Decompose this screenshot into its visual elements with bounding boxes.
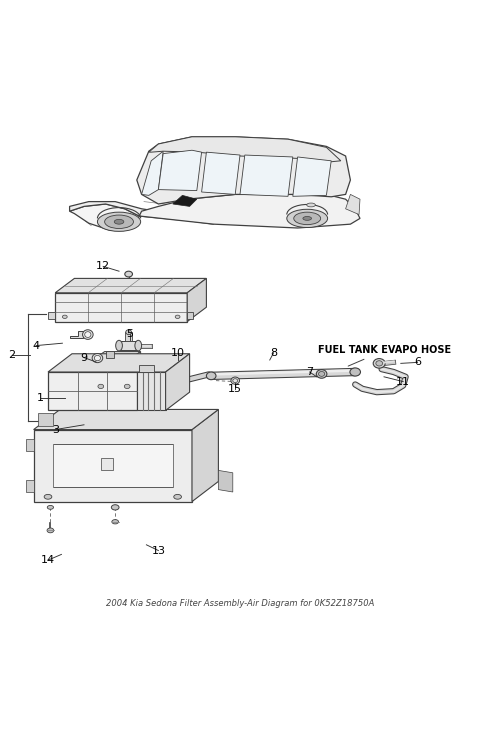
Ellipse shape xyxy=(319,371,325,376)
Polygon shape xyxy=(55,278,206,293)
Polygon shape xyxy=(119,341,138,350)
Ellipse shape xyxy=(112,519,119,524)
Polygon shape xyxy=(70,331,83,338)
Ellipse shape xyxy=(83,330,93,339)
Text: 6: 6 xyxy=(414,357,421,368)
Polygon shape xyxy=(173,196,197,206)
Polygon shape xyxy=(96,352,141,358)
Polygon shape xyxy=(96,358,132,389)
Ellipse shape xyxy=(116,340,122,351)
Polygon shape xyxy=(293,157,331,196)
Ellipse shape xyxy=(307,203,315,207)
Polygon shape xyxy=(48,312,55,319)
Polygon shape xyxy=(137,372,166,411)
Text: 9: 9 xyxy=(81,353,87,362)
Ellipse shape xyxy=(84,332,91,338)
Text: 7: 7 xyxy=(306,367,313,377)
Ellipse shape xyxy=(97,212,141,231)
Ellipse shape xyxy=(94,356,101,361)
Polygon shape xyxy=(53,444,173,487)
Text: 14: 14 xyxy=(41,555,55,565)
Text: 8: 8 xyxy=(270,347,277,358)
Ellipse shape xyxy=(135,340,142,351)
Polygon shape xyxy=(70,204,139,231)
Text: 2: 2 xyxy=(9,350,15,360)
Polygon shape xyxy=(187,278,206,321)
Ellipse shape xyxy=(294,212,321,225)
Ellipse shape xyxy=(98,384,104,388)
Polygon shape xyxy=(34,429,192,501)
Polygon shape xyxy=(139,194,360,228)
Ellipse shape xyxy=(125,272,132,277)
Text: 4: 4 xyxy=(33,341,39,350)
Ellipse shape xyxy=(124,384,130,388)
Ellipse shape xyxy=(350,368,360,376)
Polygon shape xyxy=(26,439,34,451)
Ellipse shape xyxy=(376,361,383,366)
Ellipse shape xyxy=(111,504,119,510)
Polygon shape xyxy=(26,480,34,492)
Polygon shape xyxy=(70,202,214,224)
Ellipse shape xyxy=(105,215,133,228)
Ellipse shape xyxy=(114,219,124,224)
Polygon shape xyxy=(192,409,218,501)
Polygon shape xyxy=(142,151,163,196)
Ellipse shape xyxy=(233,379,238,382)
Ellipse shape xyxy=(174,495,181,499)
Polygon shape xyxy=(158,150,202,190)
Text: 5: 5 xyxy=(126,329,133,339)
Ellipse shape xyxy=(126,330,132,335)
Bar xyxy=(139,365,154,372)
Polygon shape xyxy=(48,353,190,372)
Text: 15: 15 xyxy=(228,384,242,394)
Polygon shape xyxy=(218,470,233,492)
Bar xyxy=(125,332,132,341)
Ellipse shape xyxy=(44,495,52,499)
Text: 10: 10 xyxy=(170,347,185,358)
Polygon shape xyxy=(101,458,113,470)
Text: 1: 1 xyxy=(37,394,44,403)
Ellipse shape xyxy=(316,370,327,378)
Ellipse shape xyxy=(47,528,54,533)
Polygon shape xyxy=(187,312,193,319)
Ellipse shape xyxy=(62,315,67,318)
Polygon shape xyxy=(55,293,187,321)
Polygon shape xyxy=(202,153,240,194)
Text: 2004 Kia Sedona Filter Assembly-Air Diagram for 0K52Z18750A: 2004 Kia Sedona Filter Assembly-Air Diag… xyxy=(106,599,374,608)
Ellipse shape xyxy=(303,217,312,220)
Polygon shape xyxy=(137,137,350,204)
Ellipse shape xyxy=(92,353,103,362)
Polygon shape xyxy=(346,194,360,214)
Text: 13: 13 xyxy=(151,545,166,556)
Text: 3: 3 xyxy=(52,425,59,434)
Ellipse shape xyxy=(175,315,180,318)
Ellipse shape xyxy=(206,372,216,379)
Polygon shape xyxy=(166,353,190,411)
Polygon shape xyxy=(240,155,293,196)
Polygon shape xyxy=(38,414,53,426)
Bar xyxy=(106,351,114,358)
Ellipse shape xyxy=(48,505,54,510)
Ellipse shape xyxy=(373,359,385,368)
Text: FUEL TANK EVAPO HOSE: FUEL TANK EVAPO HOSE xyxy=(318,345,451,366)
Text: 12: 12 xyxy=(96,261,110,272)
Polygon shape xyxy=(149,137,341,161)
Polygon shape xyxy=(132,352,141,389)
Polygon shape xyxy=(48,372,137,411)
Ellipse shape xyxy=(287,209,327,228)
Text: 11: 11 xyxy=(396,376,410,387)
Polygon shape xyxy=(34,409,218,429)
Ellipse shape xyxy=(231,377,240,384)
